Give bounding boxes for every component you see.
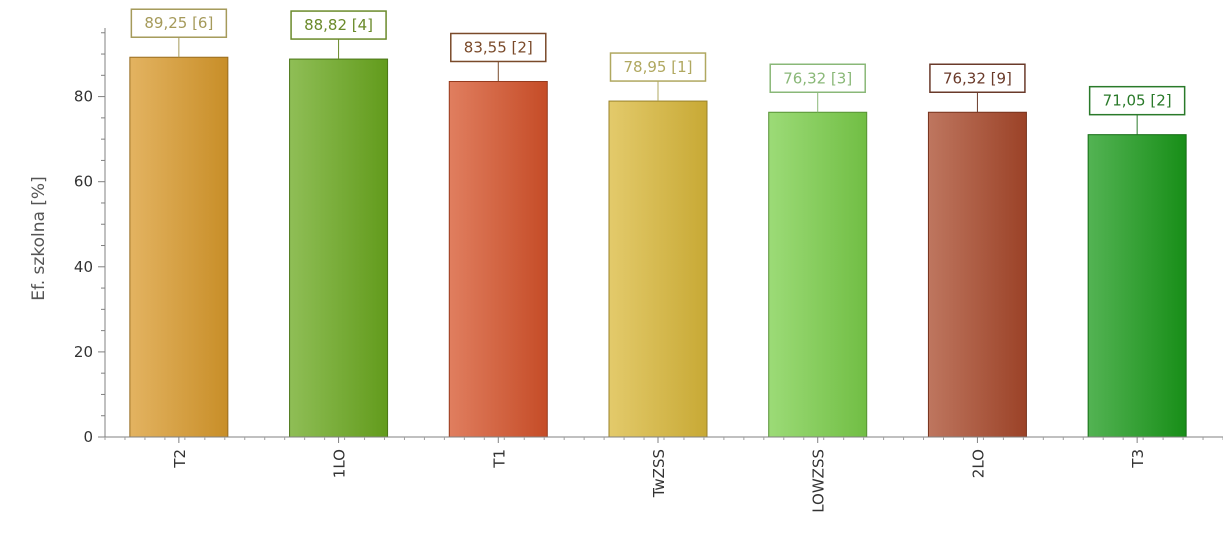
bar — [608, 100, 708, 438]
bar — [289, 58, 389, 438]
bar — [768, 111, 868, 438]
data-label: 71,05 [2] — [1103, 92, 1172, 110]
bar — [448, 80, 548, 438]
x-tick-label: LOWZSS — [810, 449, 828, 513]
y-tick-label: 40 — [74, 258, 93, 276]
data-label-box — [290, 10, 387, 40]
x-tick-label: 1LO — [331, 449, 349, 478]
axes-layer: 0 20 40 60 80 T2 1LO T1 TwZSS LOWZSS 2LO T3 — [74, 28, 1223, 513]
data-label: 76,32 [3] — [783, 69, 852, 87]
y-tick-label: 80 — [74, 88, 93, 106]
y-tick-label: 0 — [83, 428, 93, 446]
data-label: 78,95 [1] — [624, 58, 693, 76]
data-label-box — [1088, 85, 1186, 116]
bars-layer — [129, 56, 1187, 438]
y-axis-title: Ef. szkolna [%] — [29, 176, 49, 300]
y-tick-label: 60 — [74, 173, 93, 191]
data-label-box — [130, 8, 228, 38]
data-label: 88,82 [4] — [304, 16, 373, 34]
labels-layer: 89,25 [6] 88,82 [4] 83,55 [2] 78,95 [1] 76,3… — [130, 8, 1186, 135]
x-tick-label: TwZSS — [650, 449, 668, 498]
bar — [927, 111, 1027, 438]
x-tick-label: T3 — [1129, 449, 1147, 469]
data-label-box — [769, 63, 866, 94]
data-label-box — [929, 63, 1026, 94]
data-label: 89,25 [6] — [144, 14, 213, 32]
bar — [129, 56, 229, 438]
data-label: 76,32 [9] — [943, 69, 1012, 87]
bar — [1087, 134, 1187, 438]
x-tick-label: T1 — [490, 449, 508, 469]
data-label-box — [450, 32, 547, 63]
data-label: 83,55 [2] — [464, 38, 533, 56]
x-tick-label: 2LO — [969, 449, 987, 478]
data-label-box — [609, 52, 707, 82]
x-tick-label: T2 — [171, 449, 189, 469]
y-tick-label: 20 — [74, 343, 93, 361]
